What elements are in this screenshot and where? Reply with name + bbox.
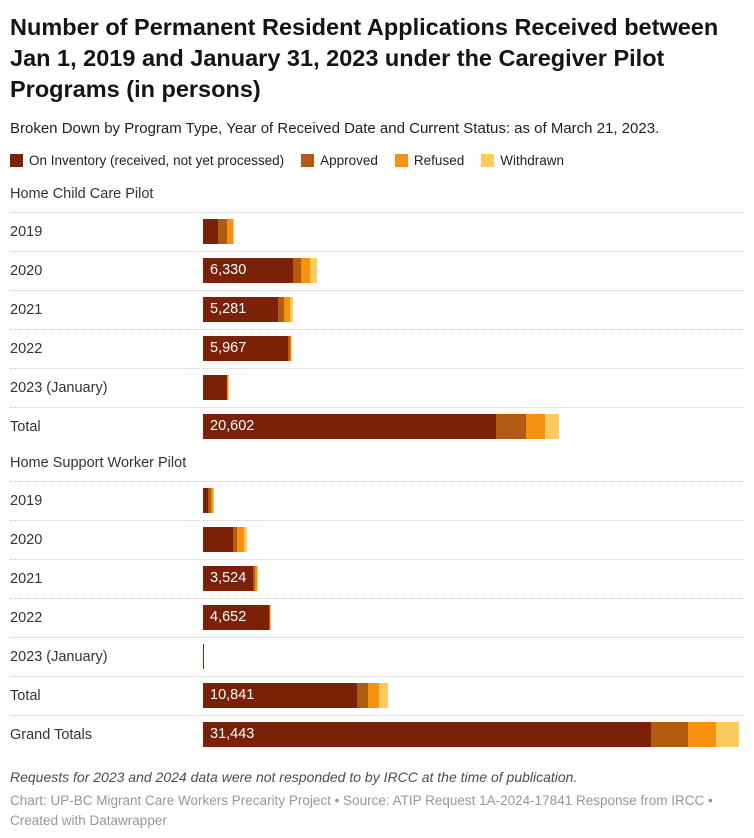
chart-footnote: Requests for 2023 and 2024 data were not… <box>10 769 744 785</box>
legend-item-label: Approved <box>320 153 378 168</box>
row-label-home-support-worker-pilot-2019: 2019 <box>10 493 203 509</box>
legend-swatch-icon <box>301 154 314 167</box>
bar-track: 5,281 <box>203 297 744 322</box>
bar-value-label: 6,330 <box>203 262 246 278</box>
bar-segment-withdrawn[interactable] <box>310 258 317 283</box>
bar-track <box>203 375 744 400</box>
bar-segment-on-inventory[interactable]: 20,602 <box>203 414 496 439</box>
bar-segment-on-inventory[interactable] <box>203 219 218 244</box>
bar-row-home-support-worker-pilot-2019: 2019 <box>10 481 744 520</box>
row-label-home-child-care-pilot-2021: 2021 <box>10 302 203 318</box>
bar-row-home-support-worker-pilot-2020: 2020 <box>10 520 744 559</box>
bar-value-label: 5,967 <box>203 340 246 356</box>
bar-segment-on-inventory[interactable] <box>203 375 227 400</box>
bar-segment-on-inventory[interactable]: 6,330 <box>203 258 293 283</box>
bar-segment-approved[interactable] <box>496 414 526 439</box>
row-label-grand-totals: Grand Totals <box>10 727 203 743</box>
bar-segment-approved[interactable] <box>293 258 301 283</box>
bar-value-label: 31,443 <box>203 726 254 742</box>
bar-segment-approved[interactable] <box>218 219 227 244</box>
row-label-home-support-worker-pilot-2022: 2022 <box>10 610 203 626</box>
legend-swatch-icon <box>10 154 23 167</box>
bar-segment-withdrawn[interactable] <box>244 527 247 552</box>
legend-item-on-inventory-received-not-yet-processed: On Inventory (received, not yet processe… <box>10 153 284 168</box>
bar-segment-refused[interactable] <box>237 527 244 552</box>
bar-segment-withdrawn[interactable] <box>545 414 559 439</box>
row-label-home-child-care-pilot-2023-january: 2023 (January) <box>10 380 203 396</box>
bar-segment-withdrawn[interactable] <box>379 683 388 708</box>
legend-item-label: Refused <box>414 153 464 168</box>
bar-track <box>203 219 744 244</box>
row-label-home-child-care-pilot-2019: 2019 <box>10 224 203 240</box>
bar-segment-on-inventory[interactable] <box>203 644 204 669</box>
bar-value-label: 10,841 <box>203 687 254 703</box>
bar-segment-refused[interactable] <box>368 683 379 708</box>
section-label-home-support-worker-pilot: Home Support Worker Pilot <box>10 446 744 481</box>
bar-segment-refused[interactable] <box>526 414 545 439</box>
bar-segment-on-inventory[interactable] <box>203 527 233 552</box>
bar-track: 6,330 <box>203 258 744 283</box>
bar-segment-refused[interactable] <box>688 722 716 747</box>
bar-segment-withdrawn[interactable] <box>213 488 214 513</box>
bar-segment-withdrawn[interactable] <box>290 297 293 322</box>
legend: On Inventory (received, not yet processe… <box>10 153 744 168</box>
bar-value-label: 3,524 <box>203 570 246 586</box>
legend-swatch-icon <box>481 154 494 167</box>
row-label-home-support-worker-pilot-2023-january: 2023 (January) <box>10 649 203 665</box>
legend-item-refused: Refused <box>395 153 464 168</box>
bar-track: 3,524 <box>203 566 744 591</box>
bar-segment-on-inventory[interactable]: 5,281 <box>203 297 278 322</box>
bar-track <box>203 527 744 552</box>
legend-item-approved: Approved <box>301 153 378 168</box>
bar-segment-on-inventory[interactable]: 5,967 <box>203 336 288 361</box>
bar-row-home-child-care-pilot-2023-january: 2023 (January) <box>10 368 744 407</box>
bar-value-label: 5,281 <box>203 301 246 317</box>
legend-swatch-icon <box>395 154 408 167</box>
bar-segment-on-inventory[interactable]: 10,841 <box>203 683 357 708</box>
row-label-home-support-worker-pilot-total: Total <box>10 688 203 704</box>
bar-track: 4,652 <box>203 605 744 630</box>
bar-row-home-child-care-pilot-2019: 2019 <box>10 212 744 251</box>
legend-item-label: On Inventory (received, not yet processe… <box>29 153 284 168</box>
bar-track: 20,602 <box>203 414 744 439</box>
bar-track <box>203 644 744 669</box>
bar-segment-refused[interactable] <box>301 258 310 283</box>
bar-segment-on-inventory[interactable]: 4,652 <box>203 605 269 630</box>
bar-segment-on-inventory[interactable]: 31,443 <box>203 722 651 747</box>
chart-credit: Chart: UP-BC Migrant Care Workers Precar… <box>10 791 744 838</box>
bar-segment-withdrawn[interactable] <box>257 566 258 591</box>
bar-value-label: 20,602 <box>203 418 254 434</box>
row-label-home-child-care-pilot-total: Total <box>10 419 203 435</box>
bar-segment-withdrawn[interactable] <box>716 722 740 747</box>
row-label-home-support-worker-pilot-2021: 2021 <box>10 571 203 587</box>
bar-value-label: 4,652 <box>203 609 246 625</box>
row-label-home-child-care-pilot-2020: 2020 <box>10 263 203 279</box>
bar-segment-approved[interactable] <box>357 683 368 708</box>
bar-segment-on-inventory[interactable]: 3,524 <box>203 566 253 591</box>
bar-segment-approved[interactable] <box>651 722 688 747</box>
row-label-home-child-care-pilot-2022: 2022 <box>10 341 203 357</box>
bar-segment-withdrawn[interactable] <box>228 375 229 400</box>
bar-segment-withdrawn[interactable] <box>233 219 234 244</box>
chart-title: Number of Permanent Resident Application… <box>10 12 744 105</box>
bar-track: 31,443 <box>203 722 744 747</box>
bar-track: 5,967 <box>203 336 744 361</box>
row-label-home-support-worker-pilot-2020: 2020 <box>10 532 203 548</box>
legend-item-withdrawn: Withdrawn <box>481 153 564 168</box>
section-label-home-child-care-pilot: Home Child Care Pilot <box>10 177 744 212</box>
chart-subtitle: Broken Down by Program Type, Year of Rec… <box>10 120 744 137</box>
bar-track: 10,841 <box>203 683 744 708</box>
bar-track <box>203 488 744 513</box>
legend-item-label: Withdrawn <box>500 153 564 168</box>
bar-row-home-support-worker-pilot-2023-january: 2023 (January) <box>10 637 744 676</box>
